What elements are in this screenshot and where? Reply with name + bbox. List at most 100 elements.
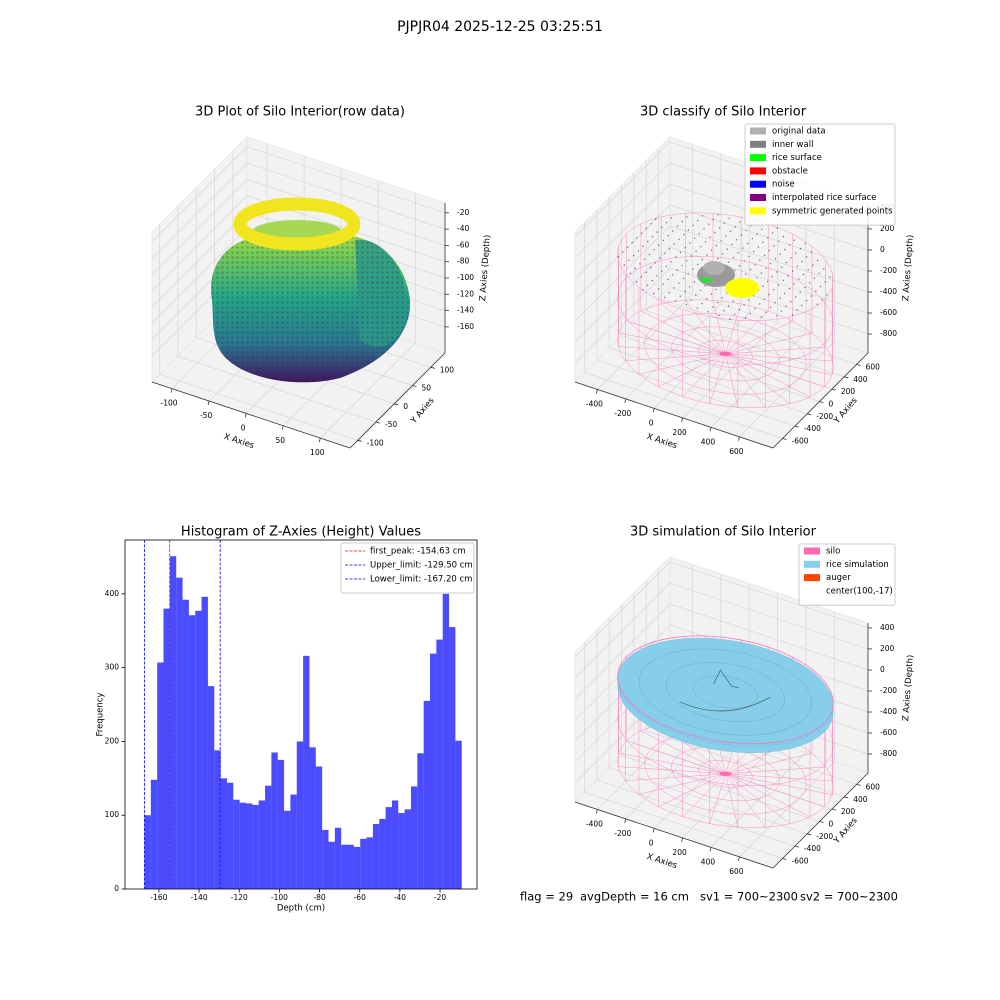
surface-point — [670, 217, 672, 219]
tick-mark — [681, 417, 683, 422]
grid-line — [151, 179, 248, 275]
x-tick-label: -140 — [191, 893, 208, 902]
z-tick-label: -200 — [880, 686, 897, 695]
grid-line — [658, 298, 857, 365]
silo-floor-spoke — [725, 320, 793, 355]
tick-mark — [794, 425, 799, 428]
surface-point — [729, 230, 732, 233]
simulation — [617, 635, 834, 829]
tick-mark — [709, 427, 712, 432]
x-tick-label: -400 — [586, 399, 603, 408]
legend-label: obstacle — [772, 166, 808, 176]
surface-point — [780, 310, 783, 312]
surface-point — [672, 230, 674, 232]
grid-line — [646, 730, 845, 798]
grid-line — [669, 246, 869, 314]
surface-point — [687, 273, 689, 275]
surface-point — [693, 281, 695, 283]
surface-point — [650, 223, 652, 225]
surface-point — [749, 268, 752, 271]
surface-point — [656, 231, 658, 233]
z-tick-label: 400 — [880, 623, 895, 632]
bar — [436, 639, 443, 889]
surface-point — [712, 306, 714, 308]
surface-point — [776, 271, 778, 273]
silo-center — [719, 351, 732, 357]
grid-line — [574, 603, 671, 700]
grid-line — [246, 162, 446, 230]
surface-point — [760, 272, 763, 274]
surface-point — [781, 266, 783, 268]
bar — [315, 766, 323, 889]
grid-line — [669, 582, 869, 650]
surface-point — [765, 311, 767, 313]
tick-mark — [819, 821, 824, 823]
silo-floor-spoke — [626, 740, 726, 775]
surface-point — [804, 286, 806, 289]
tick-mark — [357, 439, 362, 442]
surface-point — [727, 305, 730, 307]
surface-point — [770, 263, 772, 265]
surface-point — [745, 273, 747, 275]
surface-point — [642, 289, 644, 291]
surface-point — [629, 272, 632, 275]
z-tick-label: -160 — [457, 322, 474, 331]
grid-line — [574, 267, 671, 364]
tick-mark — [709, 847, 712, 852]
surface-point — [674, 300, 677, 302]
bar — [258, 800, 266, 889]
surface-point — [784, 248, 786, 251]
legend-swatch — [750, 180, 766, 188]
classified-cloud — [617, 212, 834, 409]
surface-point — [734, 269, 736, 272]
surface-point — [684, 290, 686, 293]
x-tick-label: 0 — [649, 418, 654, 427]
surface-point — [637, 250, 640, 252]
silo-floor-spoke — [725, 753, 813, 775]
rice-mesh — [666, 662, 785, 722]
legend-swatch — [750, 127, 766, 135]
surface-point — [676, 269, 678, 271]
footer-text: sv2 = 700~2300 — [800, 890, 898, 904]
x-tick-label: 50 — [275, 436, 285, 445]
legend-label: Upper_limit: -129.50 cm — [370, 561, 473, 571]
surface-point — [816, 303, 819, 305]
surface-point — [686, 260, 688, 262]
grid-line — [710, 752, 807, 848]
surface-point — [715, 288, 717, 291]
surface-point — [668, 291, 670, 294]
surface-point — [818, 272, 820, 275]
x-tick-label: -200 — [614, 829, 631, 838]
bar — [188, 615, 196, 889]
axes-frame — [124, 539, 478, 890]
grid-line — [584, 792, 783, 859]
x-axis-line — [574, 381, 774, 449]
tick-mark — [831, 808, 836, 811]
grid-line — [574, 246, 671, 343]
surface-point — [793, 283, 795, 285]
tick-mark — [375, 421, 380, 424]
legend-swatch — [750, 167, 766, 175]
x-tick-label: -60 — [354, 893, 366, 902]
silo-floor-spoke — [658, 353, 726, 387]
y-tick-label: 200 — [841, 807, 856, 816]
surface-point — [796, 265, 798, 267]
surface-point — [726, 248, 728, 250]
surface-point — [670, 261, 672, 263]
surface-point — [762, 241, 764, 243]
surface-point — [773, 245, 775, 247]
surface-point — [723, 310, 725, 312]
surface-point — [746, 242, 749, 245]
surface-point — [690, 255, 693, 257]
grid-line — [596, 779, 796, 847]
panel-title: Histogram of Z-Axies (Height) Values — [181, 525, 421, 540]
surface-point — [796, 309, 798, 311]
grid-line — [151, 211, 248, 308]
z-tick-label: -140 — [457, 306, 474, 315]
z-tick-label: -400 — [880, 287, 897, 296]
surface-point — [678, 282, 680, 284]
surface-point — [798, 278, 800, 280]
surface-point — [782, 279, 784, 282]
y-tick-label: -400 — [804, 844, 821, 853]
